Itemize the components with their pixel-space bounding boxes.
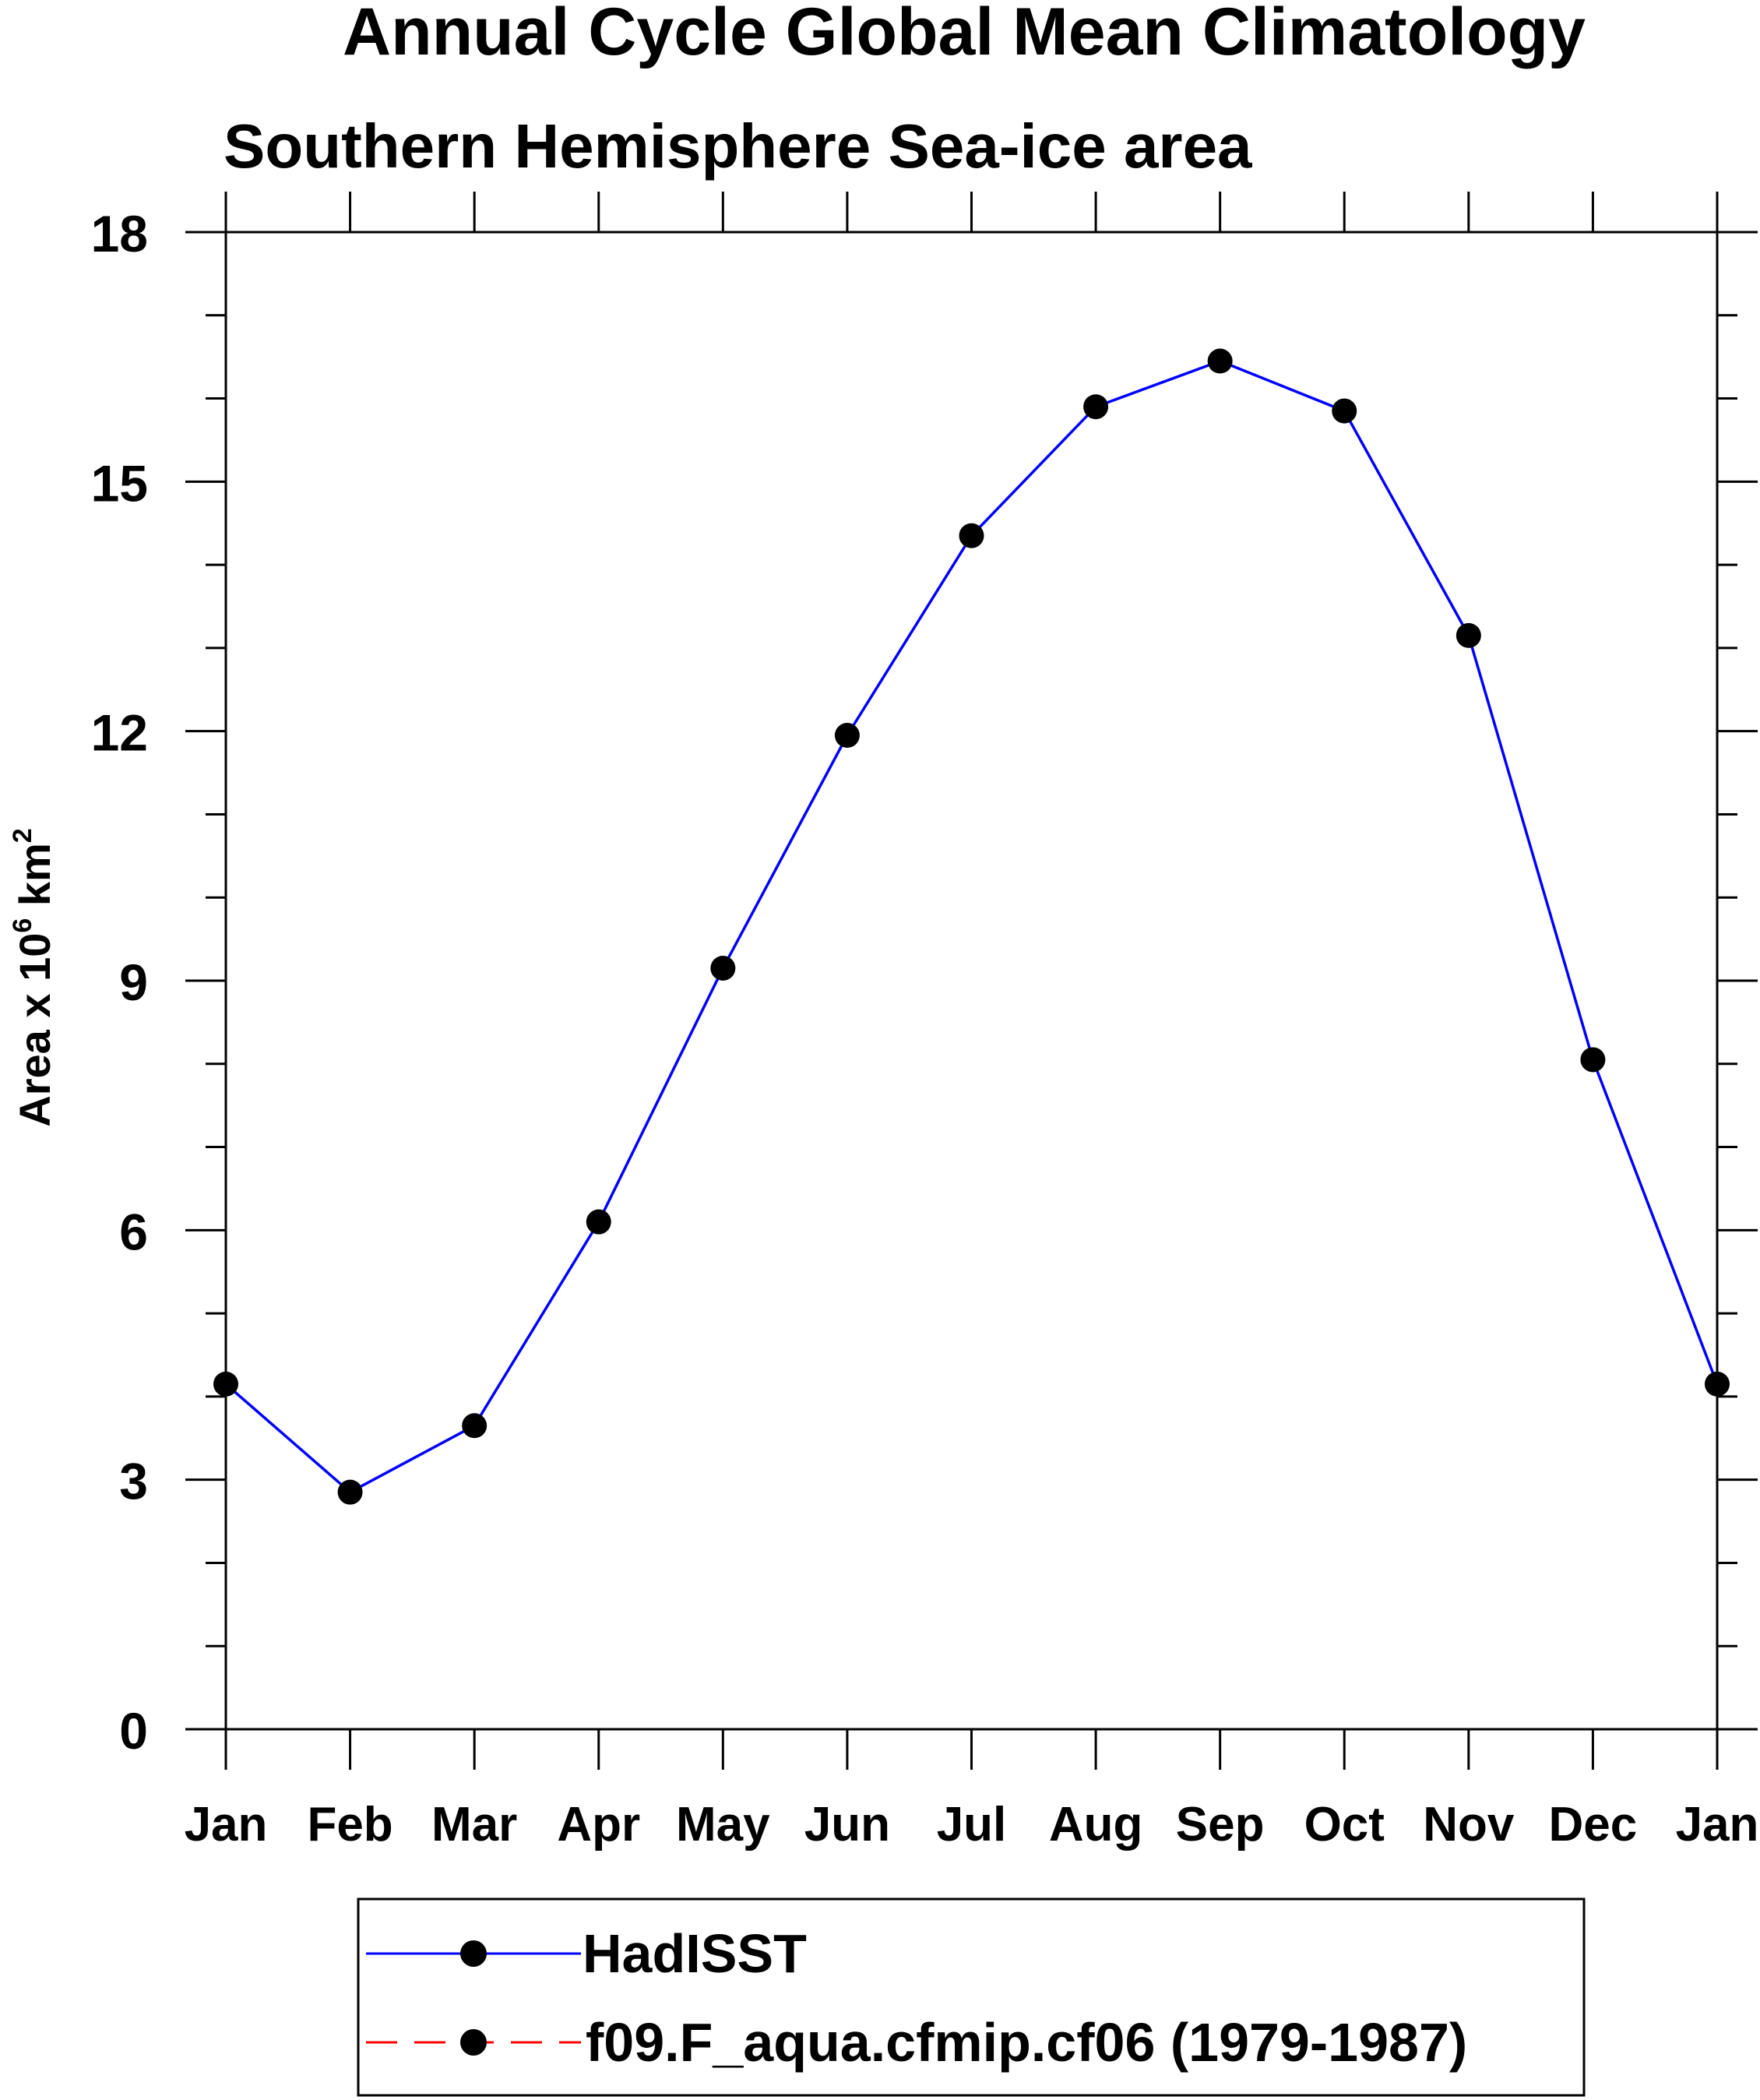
data-point — [1456, 622, 1481, 648]
chart-title: Annual Cycle Global Mean Climatology — [343, 0, 1586, 69]
x-tick-label: Aug — [1049, 1798, 1143, 1852]
data-point — [959, 523, 984, 548]
x-tick-label: Apr — [557, 1798, 640, 1852]
data-point — [337, 1479, 363, 1505]
series-layer — [213, 348, 1730, 1505]
legend-marker-hadisst — [460, 1940, 487, 1967]
y-tick-label: 6 — [119, 1203, 148, 1260]
legend: HadISST f09.F_aqua.cfmip.cf06 (1979-1987… — [357, 1897, 1586, 2097]
chart-subtitle: Southern Hemisphere Sea-ice area — [224, 111, 1252, 181]
data-point — [1083, 394, 1109, 420]
y-tick-label: 12 — [91, 704, 148, 762]
data-point — [213, 1371, 238, 1397]
x-tick-label: Jun — [804, 1798, 890, 1852]
y-axis-label-exp2: 2 — [8, 828, 37, 843]
data-point — [1580, 1047, 1606, 1073]
y-tick-label: 3 — [119, 1453, 148, 1510]
x-tick-label: May — [676, 1798, 770, 1852]
x-tick-label: Sep — [1176, 1798, 1265, 1852]
data-point — [710, 955, 736, 981]
legend-box — [357, 1897, 1586, 2097]
y-axis-label-unit: km — [10, 843, 59, 918]
data-point — [586, 1209, 611, 1235]
x-tick-label: Oct — [1304, 1798, 1385, 1852]
data-point — [1207, 348, 1233, 374]
x-tick-label: Jan — [185, 1798, 268, 1852]
y-axis-label: Area x 106 km2 — [8, 828, 59, 1126]
axes: 0 3 6 9 12 15 18 Jan Feb Mar Apr May Jun Jul Aug Sep Oct… — [91, 192, 1759, 1852]
y-tick-label: 15 — [91, 454, 148, 512]
x-tick-label: Jan — [1676, 1798, 1759, 1852]
y-axis-label-exp1: 6 — [8, 918, 37, 933]
data-point — [1705, 1371, 1730, 1397]
legend-label-hadisst: HadISST — [583, 1923, 807, 1984]
x-tick-label: Jul — [937, 1798, 1007, 1852]
legend-marker-f09 — [460, 2029, 487, 2056]
x-tick-label: Dec — [1549, 1798, 1638, 1852]
y-tick-label: 0 — [119, 1702, 148, 1760]
legend-label-f09: f09.F_aqua.cfmip.cf06 (1979-1987) — [586, 2012, 1467, 2073]
y-tick-label: 9 — [119, 953, 148, 1011]
data-point — [1332, 398, 1357, 424]
x-tick-label: Feb — [307, 1798, 392, 1852]
x-tick-label: Nov — [1423, 1798, 1515, 1852]
data-point — [462, 1413, 488, 1439]
x-tick-label: Mar — [431, 1798, 517, 1852]
y-axis-label-base: Area x 10 — [10, 933, 59, 1127]
y-tick-label: 18 — [91, 205, 148, 262]
plot-frame — [224, 231, 1719, 1731]
data-point — [834, 723, 860, 749]
